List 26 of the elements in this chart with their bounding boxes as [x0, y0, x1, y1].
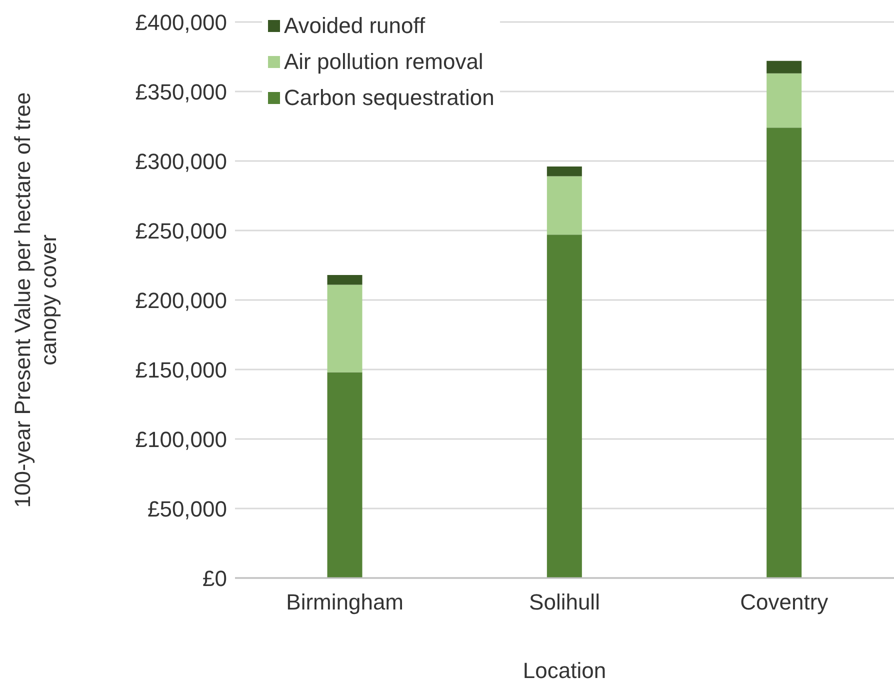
y-tick-label: £250,000 — [135, 218, 227, 244]
legend-label: Avoided runoff — [284, 13, 426, 39]
y-tick-label: £350,000 — [135, 79, 227, 104]
x-tick-label: Birmingham — [286, 590, 404, 615]
x-tick-label: Solihull — [529, 590, 600, 615]
y-tick-label: £50,000 — [147, 496, 227, 522]
y-tick-label: £200,000 — [135, 288, 227, 313]
bar — [546, 166, 582, 176]
bar — [546, 176, 582, 235]
legend-label: Air pollution removal — [284, 49, 484, 75]
bar — [327, 274, 362, 285]
x-axis-title: Location — [522, 658, 606, 683]
y-tick-label: £0 — [202, 566, 227, 591]
y-tick-label: £100,000 — [135, 426, 227, 452]
y-axis-title: 100-year Present Value per hectare of tree canopy cover — [10, 92, 61, 508]
legend-label: Carbon sequestration — [284, 85, 494, 111]
bar — [766, 128, 802, 578]
y-tick-label: £300,000 — [135, 148, 227, 174]
bar — [327, 284, 362, 372]
bar — [766, 73, 802, 128]
y-tick-label: £150,000 — [135, 357, 227, 382]
x-tick-label: Coventry — [740, 590, 828, 615]
bar — [546, 234, 582, 578]
bar — [327, 372, 362, 578]
y-tick-label: £400,000 — [135, 10, 227, 35]
bar — [766, 60, 802, 74]
